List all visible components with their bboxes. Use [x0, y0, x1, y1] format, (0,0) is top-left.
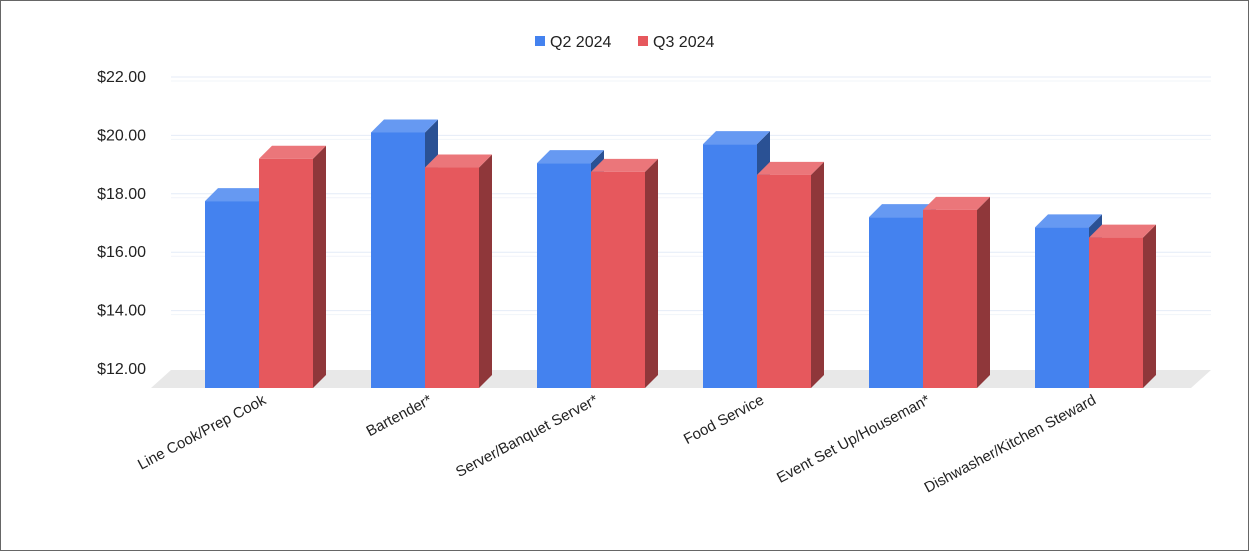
x-category-label: Dishwasher/Kitchen Steward	[922, 392, 1099, 497]
x-category-label: Food Service	[681, 392, 767, 448]
bar-side	[811, 162, 824, 388]
bar-front	[757, 175, 811, 388]
x-category-label: Bartender*	[364, 391, 435, 440]
bar-side	[977, 197, 990, 388]
bar-side	[479, 155, 492, 388]
legend: Q2 2024 Q3 2024	[535, 34, 714, 51]
y-tick-label: $12.00	[97, 361, 146, 378]
y-tick-label: $18.00	[97, 186, 146, 203]
bar-front	[259, 159, 313, 388]
bar-front	[591, 172, 645, 388]
y-axis: $12.00 $14.00 $16.00 $18.00 $20.00 $22.00	[97, 69, 146, 378]
bar-q3	[591, 159, 658, 388]
y-tick-label: $20.00	[97, 127, 146, 144]
legend-swatch-q2	[535, 36, 545, 46]
bar-q3	[757, 162, 824, 388]
bar-q3	[425, 155, 492, 388]
legend-swatch-q3	[638, 36, 648, 46]
bar-front	[371, 132, 425, 388]
legend-label-q2: Q2 2024	[550, 34, 611, 51]
bar-front	[205, 201, 259, 388]
x-axis: Line Cook/Prep Cook Bartender* Server/Banq…	[135, 391, 1099, 496]
bar-front	[425, 168, 479, 388]
x-category-label: Line Cook/Prep Cook	[135, 391, 269, 473]
bar-front	[923, 210, 977, 388]
y-tick-label: $22.00	[97, 69, 146, 86]
bar-side	[313, 146, 326, 388]
x-category-label: Event Set Up/Houseman*	[774, 391, 933, 486]
bar-front	[1089, 238, 1143, 388]
bar-q3	[1089, 225, 1156, 388]
bar-q3	[259, 146, 326, 388]
bar-front	[537, 163, 591, 388]
bar-q3	[923, 197, 990, 388]
y-tick-label: $14.00	[97, 303, 146, 320]
bar-front	[869, 217, 923, 388]
bar-side	[645, 159, 658, 388]
bars	[205, 119, 1156, 388]
bar-front	[1035, 227, 1089, 388]
y-tick-label: $16.00	[97, 244, 146, 261]
x-category-label: Server/Banquet Server*	[453, 391, 601, 480]
legend-label-q3: Q3 2024	[653, 34, 714, 51]
bar-front	[703, 144, 757, 388]
bar-side	[1143, 225, 1156, 388]
